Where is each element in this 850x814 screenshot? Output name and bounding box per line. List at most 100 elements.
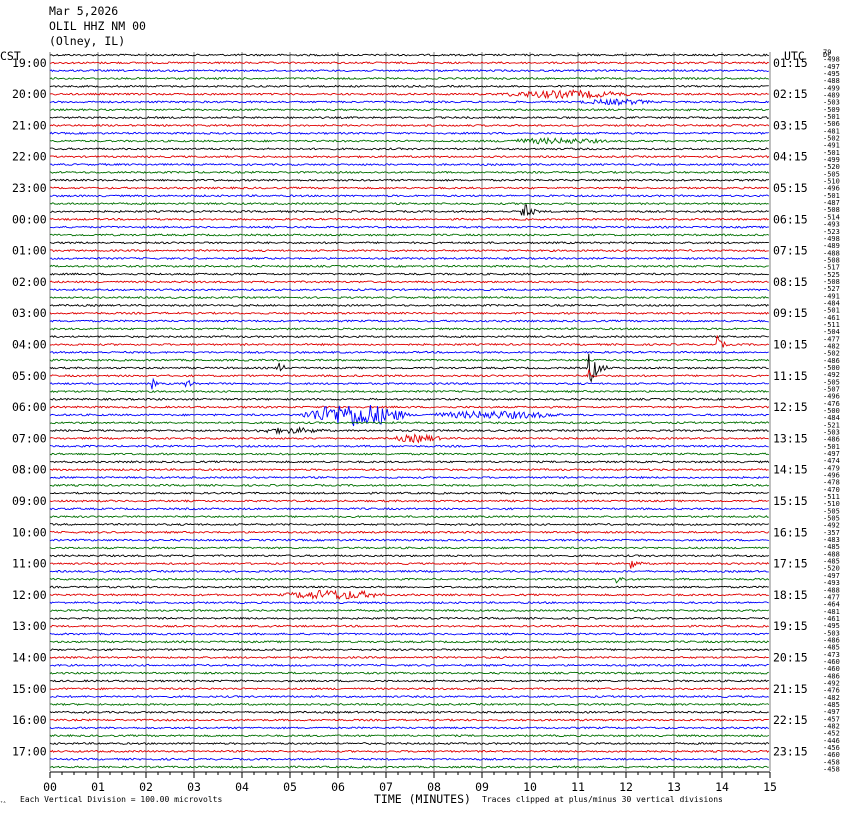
hour-label-left: 00:00 bbox=[12, 212, 47, 226]
seismic-trace bbox=[49, 421, 770, 425]
seismic-trace bbox=[49, 249, 769, 253]
dc-offset-label: -501 bbox=[823, 443, 840, 451]
x-tick-label: 06 bbox=[331, 780, 345, 794]
dc-offset-label: -482 bbox=[823, 694, 840, 702]
seismic-trace bbox=[49, 632, 770, 636]
x-tick-label: 08 bbox=[427, 780, 441, 794]
dc-offset-label: -496 bbox=[823, 393, 840, 401]
seismic-trace bbox=[49, 233, 770, 237]
dc-offset-label: -357 bbox=[823, 529, 840, 537]
seismic-trace bbox=[49, 84, 769, 88]
dc-offset-label: -502 bbox=[823, 350, 840, 358]
dc-offset-label: -508 bbox=[823, 206, 840, 214]
dc-offset-label: -482 bbox=[823, 342, 840, 350]
seismic-trace bbox=[49, 147, 769, 151]
seismic-trace bbox=[49, 108, 770, 112]
seismic-trace bbox=[49, 475, 770, 480]
seismic-trace bbox=[49, 123, 770, 127]
seismic-trace bbox=[49, 460, 770, 464]
seismic-trace bbox=[49, 734, 770, 738]
dc-offset-label: -497 bbox=[823, 572, 840, 580]
dc-offset-label: -498 bbox=[823, 56, 840, 64]
hour-label-left: 22:00 bbox=[12, 150, 47, 164]
dc-offset-label: -510 bbox=[823, 178, 840, 186]
dc-offset-label: -461 bbox=[823, 615, 840, 623]
seismic-trace bbox=[49, 726, 770, 730]
x-tick-label: 05 bbox=[283, 780, 297, 794]
hour-label-left: 14:00 bbox=[12, 650, 47, 664]
seismic-trace bbox=[49, 702, 770, 707]
dc-offset-label: -523 bbox=[823, 228, 840, 236]
hour-label-left: 09:00 bbox=[12, 494, 47, 508]
hour-label-right: 09:15 bbox=[773, 306, 808, 320]
seismic-trace bbox=[49, 397, 770, 401]
right-timezone-label: UTC bbox=[784, 49, 805, 63]
hour-label-right: 08:15 bbox=[773, 275, 808, 289]
seismic-trace bbox=[49, 405, 769, 427]
dc-offset-label: -508 bbox=[823, 278, 840, 286]
dc-offset-label: -489 bbox=[823, 242, 840, 250]
dc-offset-label: -486 bbox=[823, 636, 840, 644]
dc-offset-label: -486 bbox=[823, 672, 840, 680]
dc-offset-label: -488 bbox=[823, 77, 840, 85]
x-axis-title: TIME (MINUTES) bbox=[374, 792, 471, 806]
seismic-trace bbox=[49, 687, 770, 691]
hour-label-left: 23:00 bbox=[12, 181, 47, 195]
dc-offset-label: -493 bbox=[823, 579, 840, 587]
seismic-trace bbox=[49, 648, 770, 652]
seismic-trace bbox=[49, 608, 770, 613]
seismic-trace bbox=[49, 353, 769, 383]
seismic-trace bbox=[50, 468, 769, 472]
seismic-trace bbox=[49, 327, 769, 331]
dc-offset-label: -500 bbox=[823, 364, 840, 372]
hour-label-left: 02:00 bbox=[12, 275, 47, 289]
seismic-trace bbox=[49, 522, 770, 527]
chart-date: Mar 5,2026 bbox=[49, 4, 119, 18]
seismic-trace bbox=[49, 178, 770, 182]
seismic-trace bbox=[49, 554, 770, 558]
dc-offset-label: -491 bbox=[823, 292, 840, 300]
seismic-trace bbox=[49, 162, 769, 167]
hour-label-right: 14:15 bbox=[773, 463, 808, 477]
hour-label-right: 22:15 bbox=[773, 713, 808, 727]
x-tick-label: 07 bbox=[379, 780, 393, 794]
seismic-trace bbox=[50, 186, 769, 190]
dc-offset-label: -487 bbox=[823, 199, 840, 207]
dc-offset-label: -517 bbox=[823, 264, 840, 272]
hour-label-right: 04:15 bbox=[773, 150, 808, 164]
dc-offset-label: -482 bbox=[823, 722, 840, 730]
trace-group bbox=[49, 53, 770, 769]
dc-offset-label: -508 bbox=[823, 256, 840, 264]
dc-offset-label: -503 bbox=[823, 629, 840, 637]
seismic-trace bbox=[49, 389, 769, 394]
dc-offset-label: -492 bbox=[823, 679, 840, 687]
seismic-trace bbox=[49, 515, 769, 519]
hour-label-left: 04:00 bbox=[12, 337, 47, 351]
hour-label-right: 05:15 bbox=[773, 181, 808, 195]
dc-offset-label: -495 bbox=[823, 622, 840, 630]
hour-label-right: 02:15 bbox=[773, 87, 808, 101]
dc-offset-label: -458 bbox=[823, 758, 840, 766]
seismic-trace bbox=[49, 76, 770, 81]
dc-offset-label: -503 bbox=[823, 99, 840, 107]
dc-offset-label: -509 bbox=[823, 106, 840, 114]
seismic-trace bbox=[50, 204, 769, 216]
seismic-trace bbox=[49, 710, 769, 714]
dc-offset-label: -496 bbox=[823, 185, 840, 193]
hour-label-right: 16:15 bbox=[773, 525, 808, 539]
seismic-trace bbox=[49, 426, 769, 436]
x-tick-label: 09 bbox=[475, 780, 489, 794]
seismic-trace bbox=[49, 136, 769, 145]
dc-offset-label: -510 bbox=[823, 500, 840, 508]
dc-offset-label: -485 bbox=[823, 558, 840, 566]
seismic-trace bbox=[50, 288, 770, 292]
hour-label-left: 06:00 bbox=[12, 400, 47, 414]
dc-offset-label: -521 bbox=[823, 421, 840, 429]
seismic-trace bbox=[49, 433, 769, 444]
seismic-trace bbox=[49, 671, 769, 675]
hour-label-right: 10:15 bbox=[773, 337, 808, 351]
dc-offset-label: -492 bbox=[823, 522, 840, 530]
dc-offset-label: -499 bbox=[823, 156, 840, 164]
hour-label-right: 12:15 bbox=[773, 400, 808, 414]
